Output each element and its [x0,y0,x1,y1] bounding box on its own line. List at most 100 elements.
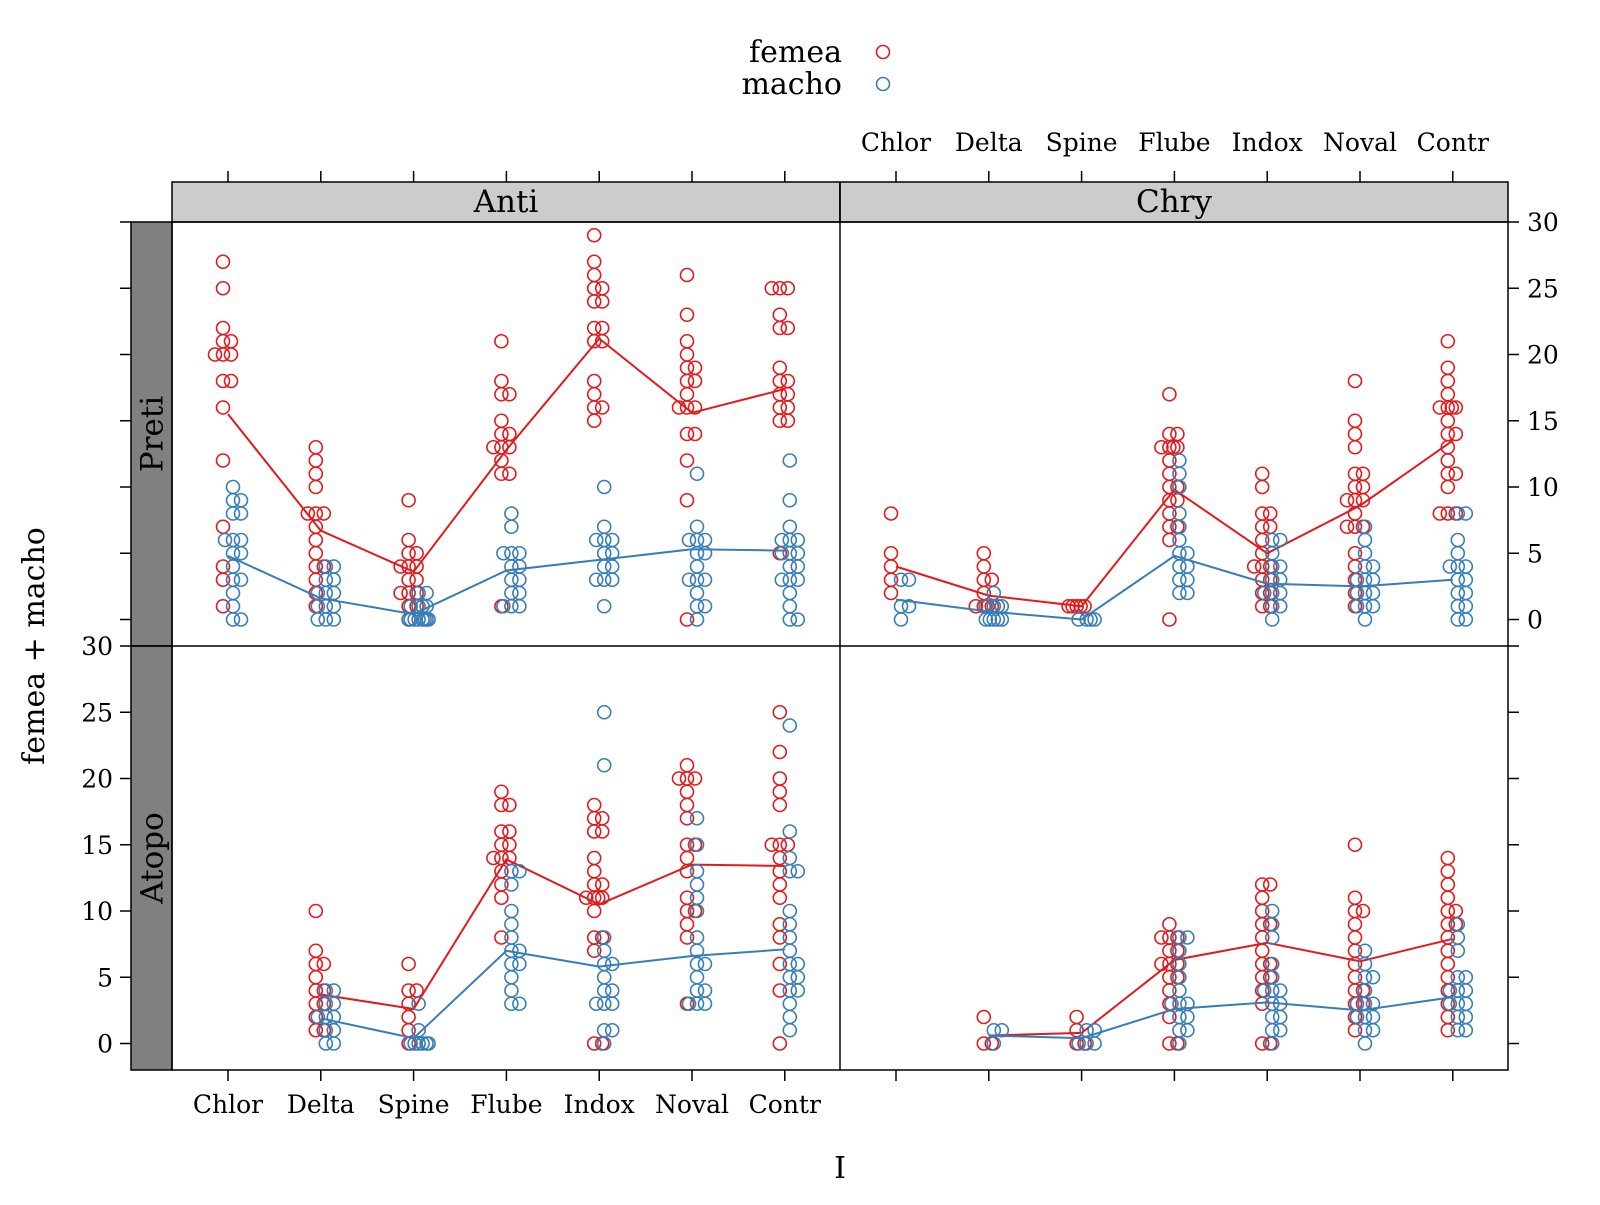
x-tick-label: Indox [1232,128,1303,157]
point-macho [986,1036,1002,1051]
point-macho [1365,969,1381,985]
point-macho [689,612,705,627]
point-femea [883,506,899,521]
mean-line-macho [320,948,785,1040]
point-macho [318,1036,334,1051]
point-femea [215,347,231,362]
point-macho [901,598,917,614]
point-femea [1440,479,1456,495]
panel-anti-preti [207,227,806,627]
point-femea [494,386,509,402]
y-tick-label: 30 [1527,208,1559,237]
point-femea [586,333,602,349]
point-femea [1355,492,1371,508]
panel-chry-preti [883,333,1474,627]
legend-label-macho: macho [741,67,842,102]
x-tick-label: Chlor [193,1090,263,1119]
point-femea [1162,1036,1177,1051]
point-femea [1162,532,1177,548]
panel-chry-atopo [976,837,1474,1051]
point-macho [697,598,713,614]
y-tick-label: 20 [81,765,113,794]
point-femea [393,559,408,574]
point-femea [679,930,695,945]
point-macho [1272,1022,1288,1038]
row-strip-atopo [130,645,173,1071]
point-femea [1166,439,1181,455]
point-macho [681,532,697,548]
axes: Chlor Chlor Delta Delta Spine Spine Flube Flube… [81,128,1559,1119]
point-femea [1444,400,1460,415]
point-femea [687,373,703,389]
point-macho [504,598,519,614]
point-femea [393,585,408,601]
point-femea [772,1036,788,1051]
y-tick-label: 15 [81,831,113,860]
point-femea [883,585,899,601]
point-macho [233,545,249,561]
y-axis-title: femea + macho [17,527,52,765]
x-tick-label: Delta [955,128,1023,157]
point-femea [1432,400,1448,415]
point-macho [596,704,612,720]
mean-line-femea [988,937,1454,1037]
point-femea [1162,612,1177,627]
panel-anti-atopo [308,704,806,1051]
point-femea [502,439,517,455]
point-macho [1087,1036,1102,1051]
point-macho [1450,506,1466,521]
point-macho [1180,585,1195,601]
point-femea [1339,492,1355,508]
frame [131,182,1509,1071]
point-macho [790,612,806,627]
point-femea [586,903,602,919]
point-femea [1440,1022,1456,1038]
y-tick-label: 25 [1527,274,1559,303]
point-femea [968,598,984,614]
point-macho [782,612,798,627]
point-macho [1357,1036,1373,1051]
point-macho [1272,598,1288,614]
point-macho [1172,1036,1187,1051]
point-femea [1154,930,1169,945]
point-femea [679,400,695,415]
point-macho [512,863,527,879]
point-macho [604,1022,620,1038]
point-macho [596,757,612,773]
point-macho [604,996,620,1012]
point-macho [233,572,249,588]
panels [207,227,1474,1051]
point-macho [504,996,519,1012]
point-macho [225,612,241,627]
point-femea [772,280,788,296]
point-femea [1246,559,1262,574]
x-axis-title: I [834,1151,846,1186]
point-femea [502,797,517,813]
point-femea [687,771,703,786]
point-macho [893,612,909,627]
point-macho [326,612,342,627]
x-tick-label: Contr [1417,128,1489,157]
point-femea [494,797,509,813]
point-femea [679,863,695,879]
point-macho [697,572,713,588]
mean-line-femea [227,337,786,574]
point-macho [411,612,426,627]
legend-marker-femea [875,44,891,60]
point-femea [976,1036,992,1051]
point-femea [772,890,788,906]
point-macho [512,956,527,972]
point-macho [790,983,806,998]
point-femea [1254,479,1270,495]
y-tick-label: 10 [81,897,113,926]
y-tick-label: 20 [1527,341,1559,370]
point-macho [233,506,249,521]
point-femea [772,320,788,336]
point-femea [1440,506,1456,521]
point-femea [594,400,610,415]
point-femea [687,426,703,442]
point-femea [772,983,788,998]
point-femea [764,280,780,296]
point-macho [689,903,705,919]
